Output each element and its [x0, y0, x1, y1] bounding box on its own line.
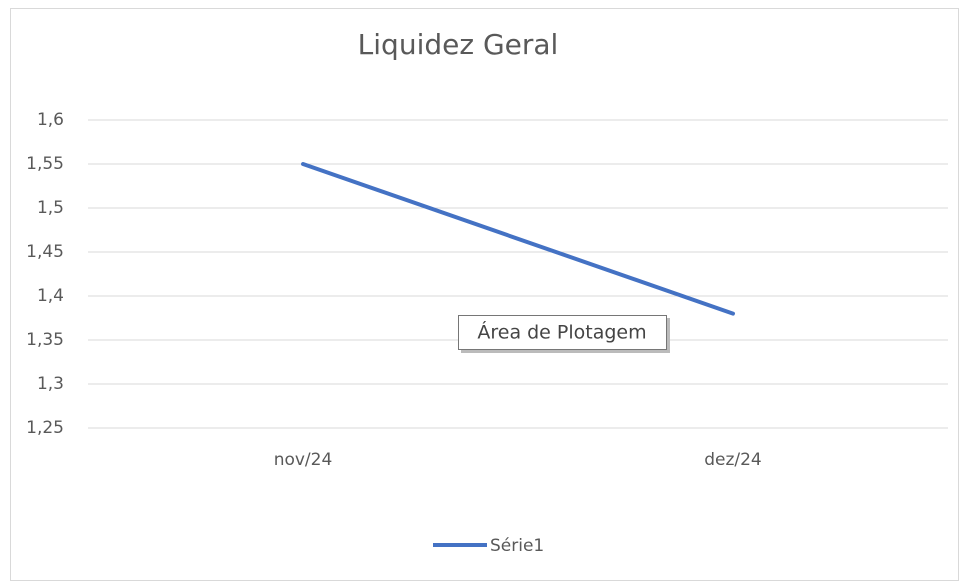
series-line: [301, 162, 735, 316]
chart-title: Liquidez Geral: [358, 28, 559, 61]
y-tick-label: 1,55: [26, 154, 64, 174]
chart-frame: [10, 8, 959, 581]
y-tick-label: 1,35: [26, 330, 64, 350]
y-tick-label: 1,45: [26, 242, 64, 262]
tooltip-box: [458, 315, 667, 350]
y-tick-label: 1,6: [37, 110, 64, 130]
tooltip-text: Área de Plotagem: [477, 321, 646, 344]
y-tick-label: 1,4: [37, 286, 64, 306]
x-tick-label: dez/24: [704, 450, 762, 470]
y-tick-label: 1,3: [37, 374, 64, 394]
legend-label: Série1: [490, 536, 544, 556]
x-tick-label: nov/24: [274, 450, 333, 470]
y-tick-label: 1,25: [26, 418, 64, 438]
y-tick-label: 1,5: [37, 198, 64, 218]
